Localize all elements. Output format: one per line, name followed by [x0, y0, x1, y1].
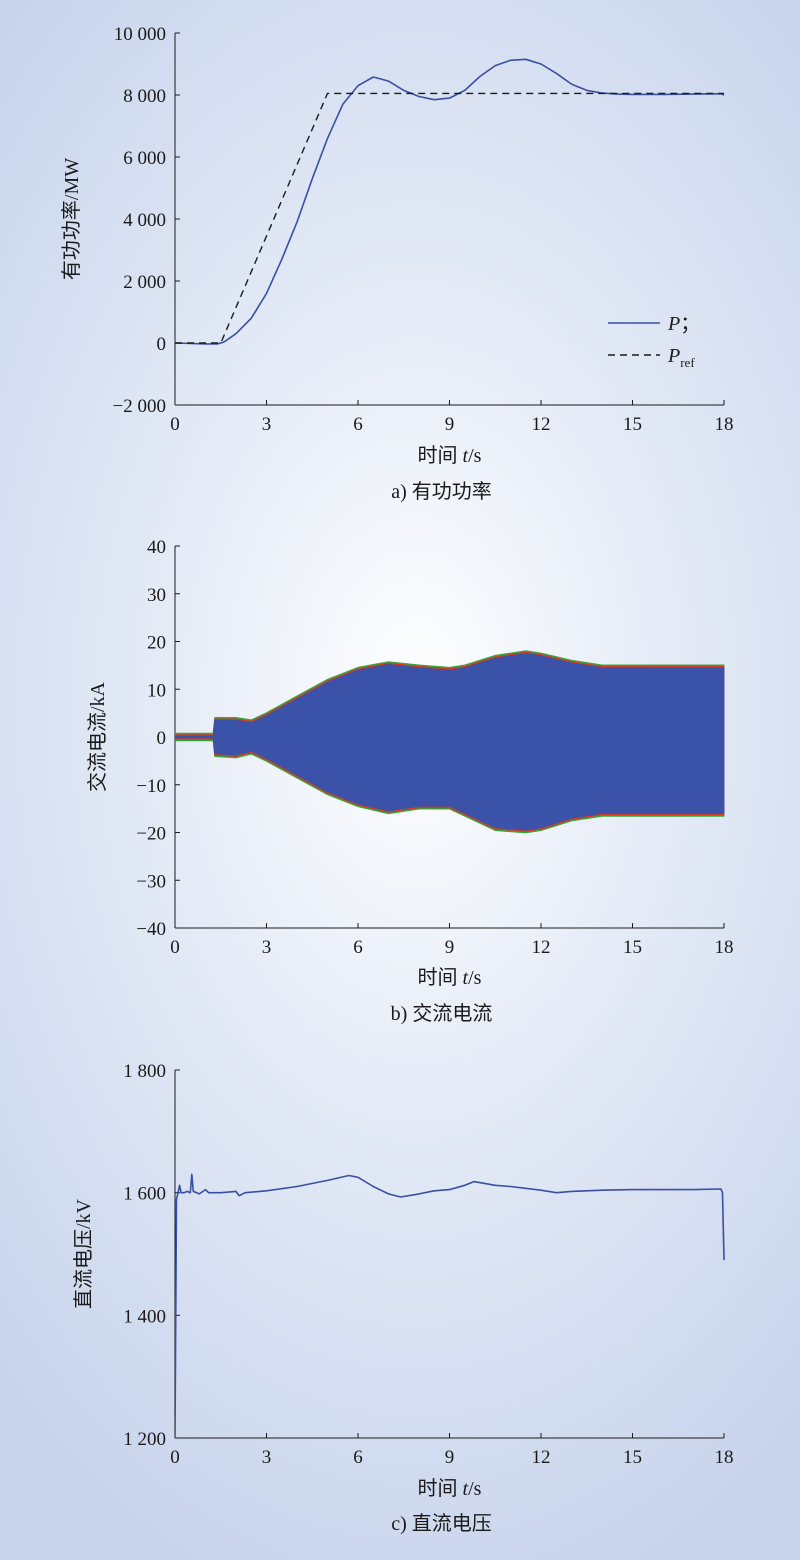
y-tick-label: 1 600 — [123, 1184, 166, 1205]
current-envelope-phase-3 — [175, 652, 725, 831]
y-tick-label: 30 — [147, 585, 166, 606]
x-axis-label: 时间 t/s — [418, 1477, 482, 1500]
x-tick-label: 6 — [353, 937, 363, 958]
y-tick-label: 4 000 — [123, 210, 166, 231]
y-tick-label: −10 — [136, 776, 166, 797]
y-tick-label: −2 000 — [113, 396, 166, 417]
x-tick-label: 9 — [445, 1447, 455, 1468]
x-axis-label: 时间 t/s — [418, 966, 482, 989]
y-axis-label: 有功功率/MW — [60, 158, 83, 280]
x-tick-label: 18 — [715, 1447, 734, 1468]
x-tick-label: 3 — [262, 1447, 272, 1468]
y-tick-label: 40 — [147, 537, 166, 558]
x-tick-label: 12 — [532, 414, 551, 435]
y-tick-label: 8 000 — [123, 86, 166, 107]
y-axis-label: 交流电流/kA — [86, 681, 109, 792]
x-tick-label: 0 — [170, 1447, 180, 1468]
chart-2: 0 3 6 9 12 15 18 −40 −30 −20 −10 0 10 20 30 40 交流电流/kA 时间… — [86, 537, 734, 1025]
caption: c) 直流电压 — [391, 1512, 492, 1535]
x-tick-label: 9 — [445, 414, 455, 435]
y-tick-label: 1 400 — [123, 1306, 166, 1327]
x-tick-label: 15 — [623, 414, 642, 435]
y-tick-label: 1 800 — [123, 1061, 166, 1082]
y-tick-label: −20 — [136, 824, 166, 845]
x-tick-label: 15 — [623, 1447, 642, 1468]
legend: P； Pref — [608, 313, 700, 370]
x-tick-label: 15 — [623, 937, 642, 958]
y-tick-label: 2 000 — [123, 272, 166, 293]
series-line-p-ref — [175, 92, 724, 344]
caption: a) 有功功率 — [391, 480, 492, 503]
x-tick-label: 3 — [262, 937, 272, 958]
y-tick-label: 10 — [147, 680, 166, 701]
x-tick-label: 12 — [532, 937, 551, 958]
y-tick-label: 20 — [147, 633, 166, 654]
y-tick-label: 0 — [157, 334, 167, 355]
legend-label: P； — [667, 313, 700, 335]
series-line-p — [175, 58, 725, 345]
x-tick-label: 9 — [445, 937, 455, 958]
x-tick-label: 0 — [170, 414, 180, 435]
x-tick-label: 18 — [715, 414, 734, 435]
x-axis-label: 时间 t/s — [418, 444, 482, 467]
x-tick-label: 12 — [532, 1447, 551, 1468]
caption: b) 交流电流 — [391, 1002, 493, 1025]
x-tick-label: 3 — [262, 414, 272, 435]
y-tick-label: 1 200 — [123, 1429, 166, 1450]
x-tick-label: 0 — [170, 937, 180, 958]
y-tick-label: 0 — [157, 728, 167, 749]
y-tick-label: 6 000 — [123, 148, 166, 169]
x-tick-label: 18 — [715, 937, 734, 958]
x-tick-label: 6 — [353, 1447, 363, 1468]
y-axis-label: 直流电压/kV — [72, 1198, 95, 1309]
y-tick-label: −40 — [136, 919, 166, 940]
legend-label: Pref — [667, 345, 695, 370]
y-tick-label: 10 000 — [114, 24, 166, 45]
chart-3: 0 3 6 9 12 15 18 1 200 1 400 1 600 1 800 直流电压/kV 时间 … — [72, 1061, 734, 1535]
x-tick-label: 6 — [353, 414, 363, 435]
series-line-1 — [175, 1173, 725, 1439]
y-tick-label: −30 — [136, 871, 166, 892]
